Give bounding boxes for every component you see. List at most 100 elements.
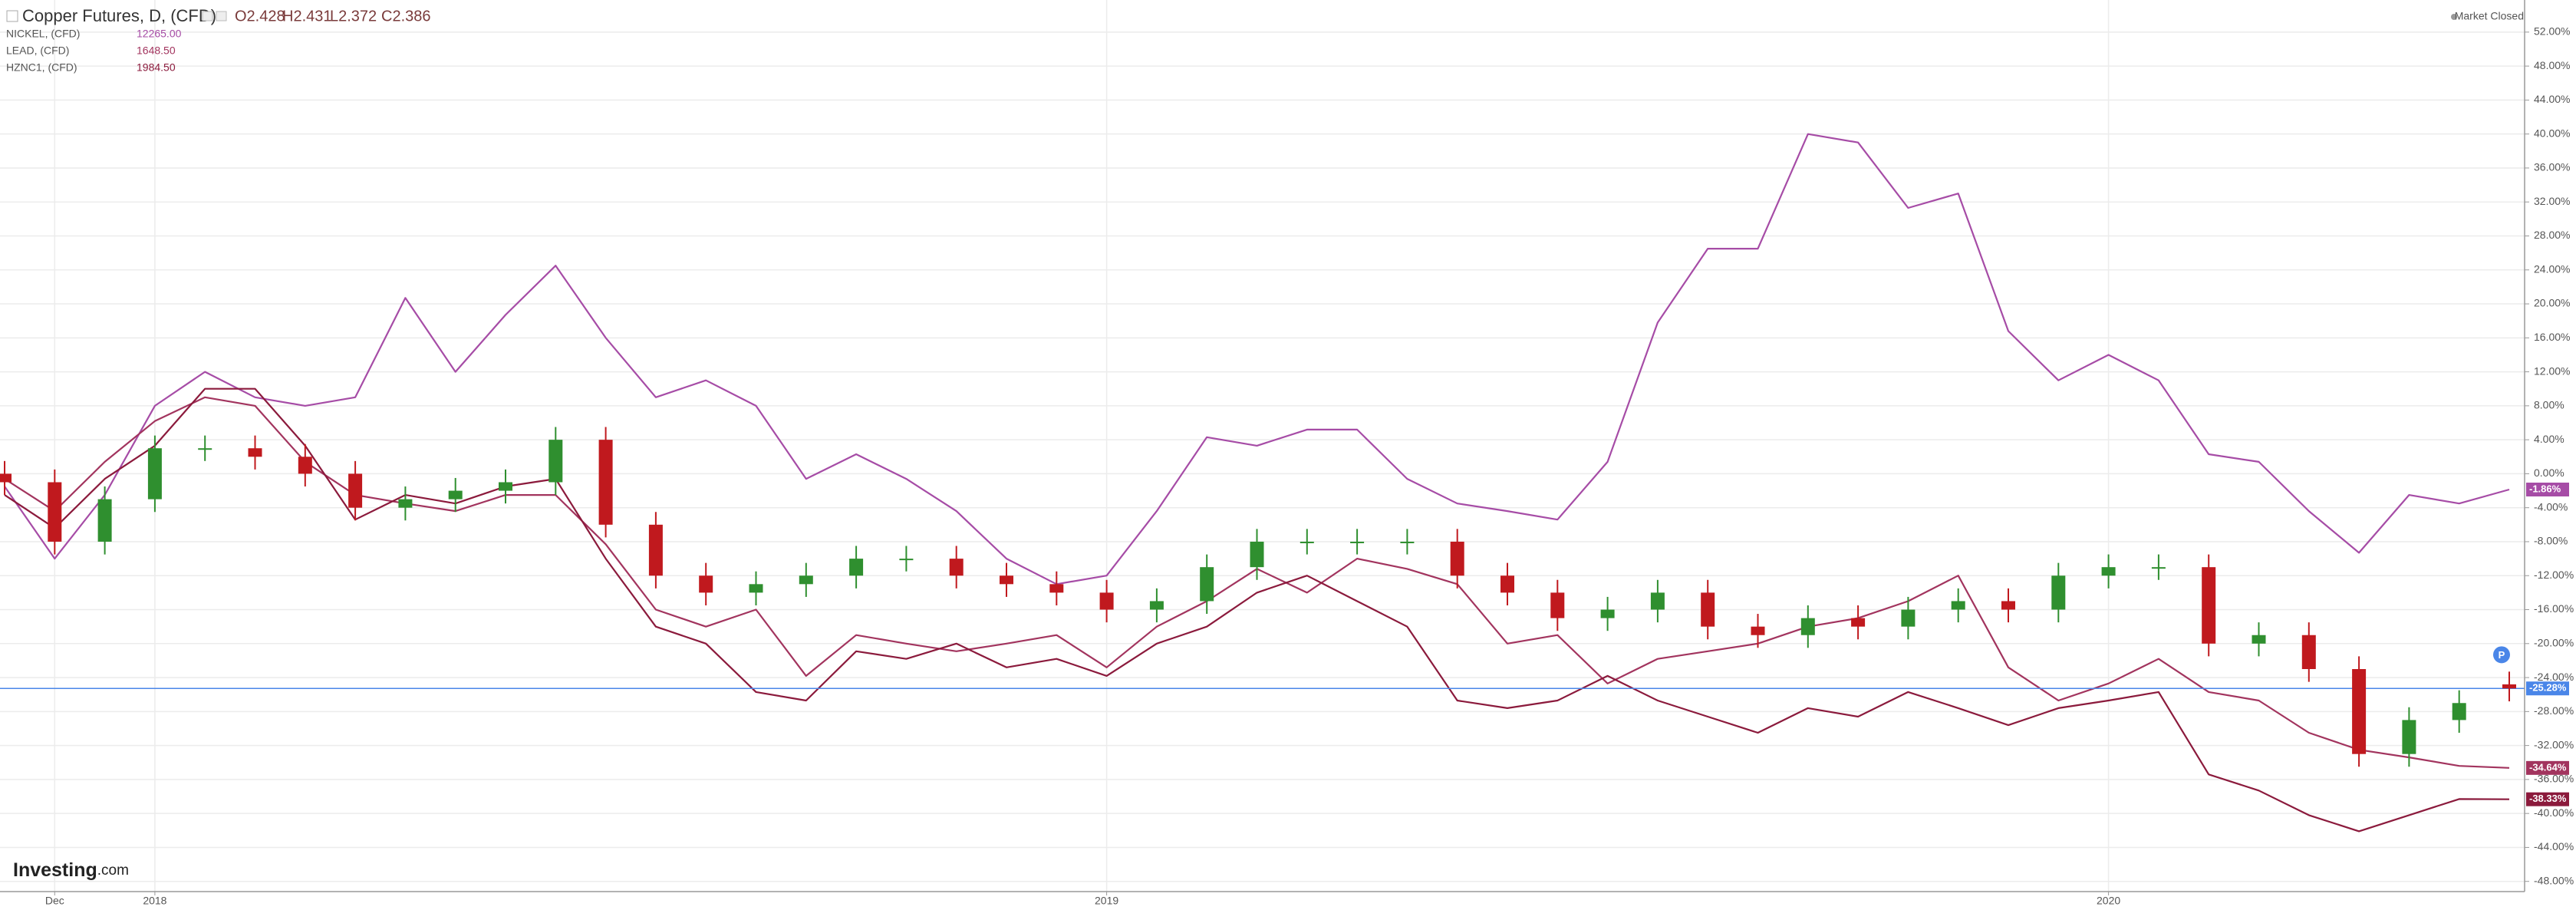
candle-body — [1200, 567, 1214, 602]
candle-body — [799, 575, 813, 585]
candle-body — [1300, 541, 1314, 543]
y-tick-label: -4.00% — [2534, 500, 2568, 513]
candle-body — [2301, 635, 2316, 669]
y-tick-label: -48.00% — [2534, 874, 2574, 886]
candle-body — [899, 559, 914, 561]
y-tick-label: 52.00% — [2534, 25, 2570, 38]
candle-body — [1250, 541, 1264, 568]
candle-body — [749, 584, 763, 593]
candle-body — [1851, 618, 1866, 627]
legend-name: HZNC1, (CFD) — [6, 61, 77, 74]
close-icon[interactable] — [216, 11, 227, 21]
candle-body — [398, 499, 413, 508]
y-tick-label: 28.00% — [2534, 229, 2570, 241]
y-tick-label: 8.00% — [2534, 399, 2564, 411]
market-status: Market Closed — [2455, 10, 2524, 22]
candle-body — [499, 482, 512, 491]
candle-body — [1049, 584, 1064, 593]
candle-body — [2502, 684, 2516, 689]
y-tick-label: -36.00% — [2534, 773, 2574, 785]
last-value-label: -38.33% — [2529, 793, 2567, 804]
candle-body — [1099, 592, 1114, 610]
candle-body — [2402, 720, 2416, 754]
candle-body — [1600, 609, 1615, 618]
last-value-box — [2526, 792, 2569, 806]
candle-body — [2352, 669, 2367, 754]
candle-body — [1149, 601, 1164, 610]
candle-body — [298, 457, 312, 474]
y-tick-label: 44.00% — [2534, 93, 2570, 105]
collapse-icon[interactable] — [6, 10, 18, 22]
candle-body — [2051, 575, 2066, 610]
candle-body — [598, 440, 613, 525]
logo-main: Investing — [13, 859, 97, 881]
status-dot — [2451, 14, 2457, 20]
candle-body — [2151, 567, 2166, 569]
logo-suffix: .com — [97, 862, 129, 879]
candle-body — [0, 473, 12, 483]
candle-body — [1350, 541, 1365, 543]
last-value-label: -1.86% — [2529, 483, 2561, 494]
candle-body — [348, 473, 363, 508]
x-tick-label: Dec — [45, 895, 64, 907]
candle-body — [1951, 601, 1965, 610]
last-value-label: -25.28% — [2529, 682, 2567, 694]
y-tick-label: -24.00% — [2534, 671, 2574, 683]
y-tick-label: -16.00% — [2534, 602, 2574, 615]
y-tick-label: -40.00% — [2534, 806, 2574, 819]
legend-price: 1648.50 — [137, 45, 176, 57]
candle-body — [1400, 541, 1415, 543]
settings-icon[interactable] — [202, 11, 213, 21]
y-tick-label: 36.00% — [2534, 161, 2570, 173]
y-tick-label: -8.00% — [2534, 535, 2568, 547]
candle-body — [2001, 601, 2015, 610]
candle-body — [849, 559, 864, 576]
x-tick-label: 2019 — [1095, 895, 1118, 907]
legend: NICKEL, (CFD) 12265.00 LEAD, (CFD) 1648.50 H… — [6, 28, 182, 74]
candle-body — [548, 440, 563, 483]
close-label: C2.386 — [381, 8, 431, 25]
annotation-label: P — [2499, 649, 2505, 661]
y-tick-label: 16.00% — [2534, 331, 2570, 343]
candle-body — [1450, 541, 1464, 576]
y-tick-label: -44.00% — [2534, 840, 2574, 852]
low-label: L2.372 — [330, 8, 377, 25]
plot: P — [0, 133, 2525, 833]
y-tick-label: 12.00% — [2534, 364, 2570, 377]
candle-body — [1500, 575, 1514, 593]
x-tick-label: 2018 — [143, 895, 166, 907]
candle-body — [2452, 703, 2466, 720]
candle-body — [2101, 567, 2116, 576]
candle-body — [699, 575, 713, 593]
candle-body — [1650, 592, 1665, 610]
last-value-box — [2526, 483, 2569, 497]
candle-body — [2252, 635, 2266, 644]
candle-body — [1901, 609, 1916, 627]
last-value-box — [2526, 681, 2569, 696]
candle-body — [1701, 592, 1715, 627]
candle-body — [949, 559, 964, 576]
series-line — [4, 387, 2510, 833]
candle-body — [198, 448, 212, 450]
candle-body — [1800, 618, 1815, 635]
legend-name: NICKEL, (CFD) — [6, 28, 80, 40]
axes: 52.00% 48.00% 44.00% 40.00% 36.00% 32.00% 28.0… — [45, 25, 2574, 907]
y-tick-label: -12.00% — [2534, 569, 2574, 581]
legend-price: 12265.00 — [137, 28, 182, 40]
y-tick-label: 20.00% — [2534, 297, 2570, 309]
y-tick-label: -20.00% — [2534, 636, 2574, 648]
candle-body — [648, 524, 663, 576]
y-tick-label: 24.00% — [2534, 262, 2570, 275]
last-value-box — [2526, 760, 2569, 775]
candle-body — [147, 448, 162, 500]
candle-body — [97, 499, 112, 542]
y-tick-label: -32.00% — [2534, 738, 2574, 750]
annotation-marker — [2493, 646, 2510, 664]
candle-body — [1751, 626, 1765, 635]
legend-price: 1984.50 — [137, 61, 176, 74]
candle-body — [1550, 592, 1565, 618]
y-tick-label: 4.00% — [2534, 433, 2564, 445]
candle-body — [448, 490, 463, 500]
